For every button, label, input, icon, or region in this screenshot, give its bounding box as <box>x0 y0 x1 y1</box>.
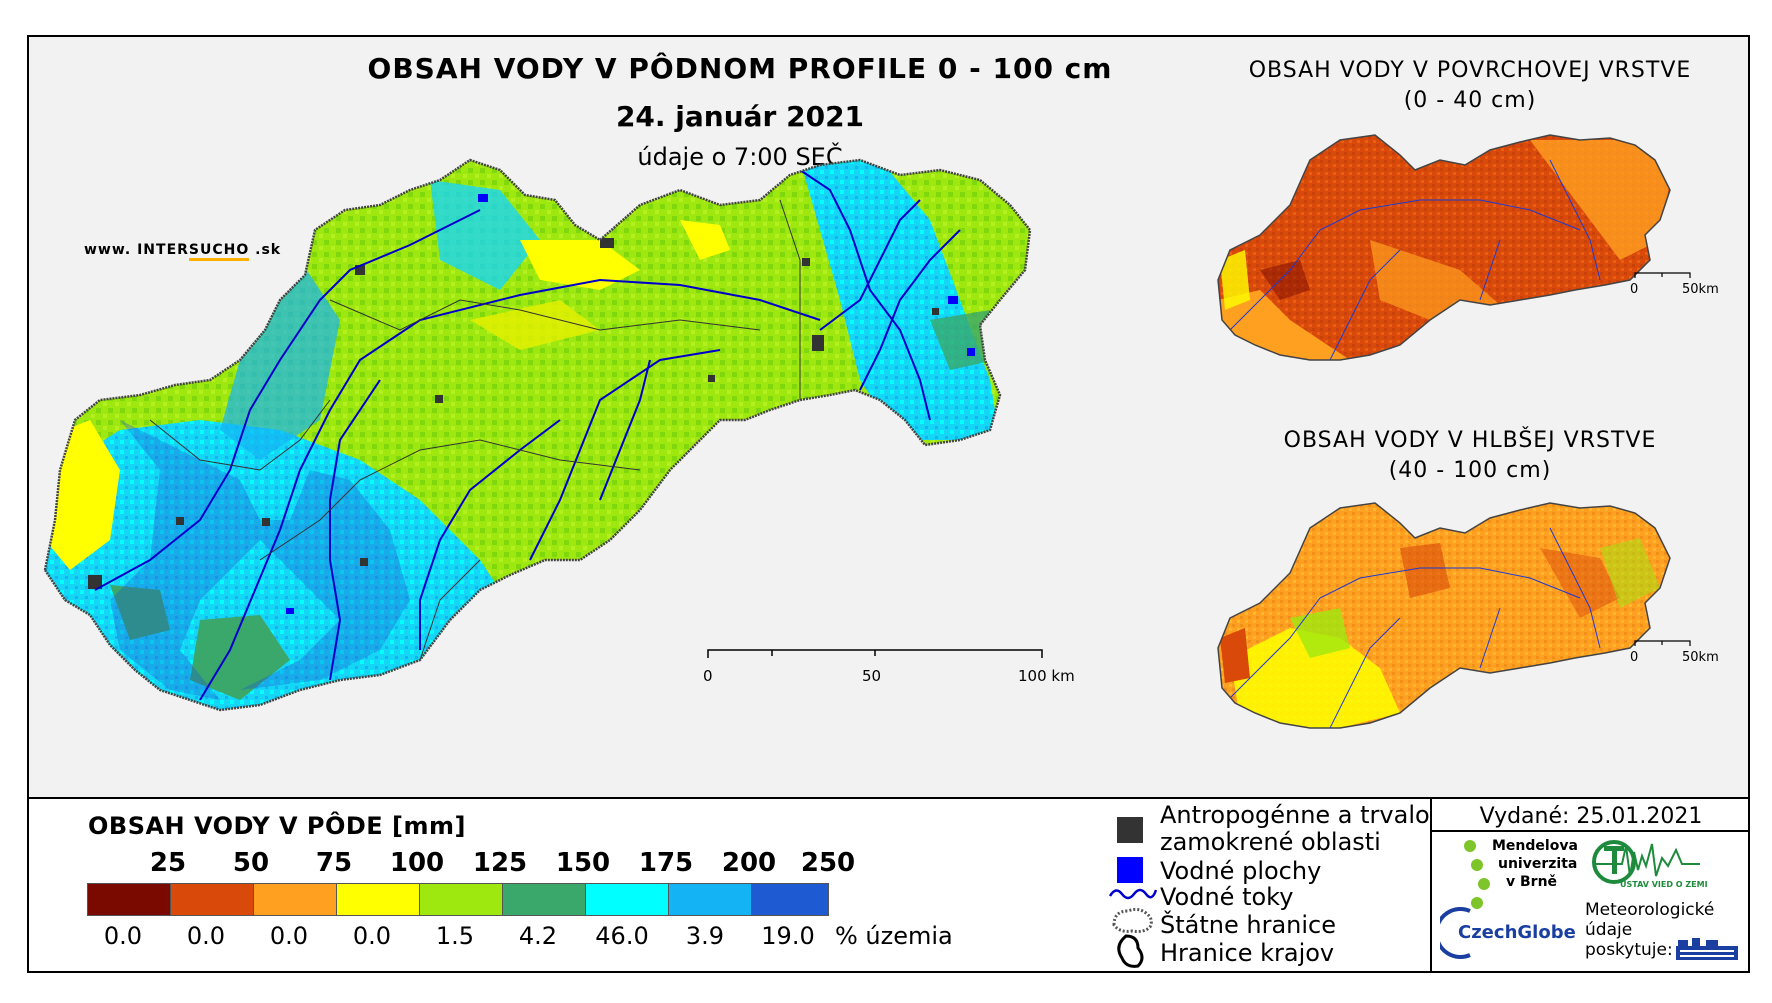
website-logo: www. INTERSUCHO .sk <box>84 242 282 261</box>
uvz-logo-text: ÚSTAV VIED O ZEMI <box>1620 880 1708 889</box>
main-map-title: OBSAH VODY V PÔDNOM PROFILE 0 - 100 cm <box>367 52 1113 85</box>
region-border-icon <box>1117 934 1144 968</box>
main-scale-0: 0 <box>703 667 713 685</box>
state-border-label: Štátne hranice <box>1160 911 1336 939</box>
deep-scale-bar <box>1634 640 1691 646</box>
mendel-line2: univerzita <box>1498 856 1578 872</box>
legend-percent: 3.9 <box>685 922 725 950</box>
surface-scale-bar <box>1634 272 1691 278</box>
legend-threshold: 75 <box>315 848 353 878</box>
anthropogenic-area-swatch <box>1117 817 1143 843</box>
legend-percent-unit: % územia <box>835 922 953 950</box>
legend-threshold: 150 <box>555 848 611 878</box>
legend-threshold: 175 <box>638 848 694 878</box>
earth-science-institute-logo-icon <box>1592 840 1700 884</box>
legend-threshold: 250 <box>800 848 856 878</box>
deep-map-depth: (40 - 100 cm) <box>1388 458 1552 483</box>
main-scale-bar <box>707 649 1043 658</box>
website-accent: SUCHO <box>188 242 250 261</box>
main-map-date: 24. január 2021 <box>615 100 865 133</box>
main-scale-50: 50 <box>862 667 881 685</box>
surface-scale-50: 50km <box>1682 282 1719 297</box>
issued-date: Vydané: 25.01.2021 <box>1479 804 1703 829</box>
anthropogenic-label-1: Antropogénne a trvalo <box>1160 801 1430 829</box>
legend-threshold: 100 <box>389 848 445 878</box>
legend-percent: 0.0 <box>352 922 392 950</box>
meteo-line3: poskytuje: <box>1585 940 1673 960</box>
surface-layer-map: 0 50km <box>1217 134 1719 361</box>
legend-swatch <box>585 883 669 916</box>
legend-swatch <box>170 883 254 916</box>
legend-percent: 0.0 <box>269 922 309 950</box>
shmu-logo-icon <box>1676 938 1738 960</box>
legend-percent: 19.0 <box>761 922 815 950</box>
deep-scale-50: 50km <box>1682 650 1719 665</box>
deep-layer-map: 0 50km <box>1217 502 1719 729</box>
legend-swatch <box>502 883 586 916</box>
main-soil-moisture-map: 0 50 100 km <box>43 158 1075 712</box>
legend-percent: 0.0 <box>103 922 143 950</box>
legend-threshold: 125 <box>472 848 528 878</box>
river-symbol-icon <box>1108 888 1158 900</box>
region-border-label: Hranice krajov <box>1160 939 1335 967</box>
main-map-time: údaje o 7:00 SEČ <box>637 143 843 171</box>
panel-divider <box>27 797 1750 799</box>
website-suffix: .sk <box>249 242 282 258</box>
legend-threshold: 25 <box>149 848 187 878</box>
legend-threshold: 200 <box>721 848 777 878</box>
legend-swatch <box>668 883 752 916</box>
mendel-line3: v Brně <box>1506 874 1558 890</box>
meteo-line1: Meteorologické <box>1585 900 1715 920</box>
rivers-label: Vodné toky <box>1160 883 1294 911</box>
legend-swatch <box>751 883 829 916</box>
legend-percent: 4.2 <box>518 922 558 950</box>
surface-map-title: OBSAH VODY V POVRCHOVEJ VRSTVE <box>1248 58 1692 83</box>
mendel-line1: Mendelova <box>1492 838 1578 854</box>
water-body-swatch <box>1117 857 1143 883</box>
deep-scale-0: 0 <box>1630 650 1638 665</box>
legend-threshold: 50 <box>232 848 270 878</box>
surface-map-depth: (0 - 40 cm) <box>1403 88 1537 113</box>
legend-percent: 0.0 <box>186 922 226 950</box>
website-prefix: www. INTER <box>84 242 189 258</box>
legend-swatch <box>253 883 337 916</box>
czechglobe-logo-icon <box>1440 907 1471 959</box>
legend-swatch <box>419 883 503 916</box>
main-scale-100: 100 km <box>1018 667 1075 685</box>
czechglobe-logo-text: CzechGlobe <box>1458 922 1576 943</box>
mendel-dots-icon <box>1464 840 1490 909</box>
surface-scale-0: 0 <box>1630 282 1638 297</box>
panel-divider-vertical <box>1430 799 1432 973</box>
deep-map-title: OBSAH VODY V HLBŠEJ VRSTVE <box>1283 428 1657 453</box>
legend-percent: 1.5 <box>435 922 475 950</box>
legend-title: OBSAH VODY V PÔDE [mm] <box>88 812 467 840</box>
czechglobe-name: CzechGlobe <box>1458 922 1576 943</box>
meteo-line2: údaje <box>1585 920 1633 940</box>
legend-swatch <box>87 883 171 916</box>
legend-swatch <box>336 883 420 916</box>
water-bodies-label: Vodné plochy <box>1160 857 1322 885</box>
anthropogenic-label-2: zamokrené oblasti <box>1160 828 1381 856</box>
state-border-icon <box>1112 907 1153 933</box>
meteo-credit: Meteorologické údaje poskytuje: <box>1585 900 1714 960</box>
issued-divider <box>1430 830 1750 832</box>
legend-percent: 46.0 <box>595 922 649 950</box>
